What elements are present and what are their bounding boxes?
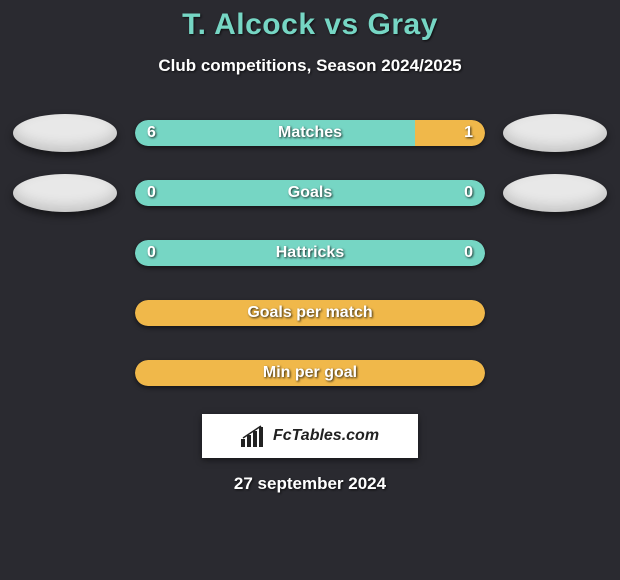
comparison-infographic: T. Alcock vs Gray Club competitions, Sea… — [0, 0, 620, 494]
subtitle: Club competitions, Season 2024/2025 — [0, 56, 620, 76]
stat-bar: Min per goal — [135, 360, 485, 386]
bar-segment-full — [135, 360, 485, 386]
stat-bar: 61Matches — [135, 120, 485, 146]
bar-segment-left — [135, 180, 485, 206]
player-avatar-left — [13, 114, 117, 152]
bar-value-left: 0 — [147, 180, 156, 206]
chart-bars-icon — [241, 425, 267, 447]
player-avatar-right — [503, 174, 607, 212]
player-avatar-left — [13, 174, 117, 212]
page-title: T. Alcock vs Gray — [0, 8, 620, 42]
bar-segment-right — [415, 120, 485, 146]
stat-bar: 00Hattricks — [135, 240, 485, 266]
logo-box: FcTables.com — [202, 414, 418, 458]
avatar-spacer — [13, 354, 117, 392]
avatar-spacer — [503, 234, 607, 272]
player-avatar-right — [503, 114, 607, 152]
stat-row: Min per goal — [0, 354, 620, 392]
stat-bar: 00Goals — [135, 180, 485, 206]
avatar-spacer — [503, 294, 607, 332]
bar-value-right: 0 — [464, 240, 473, 266]
avatar-spacer — [503, 354, 607, 392]
date-label: 27 september 2024 — [0, 474, 620, 494]
bar-value-right: 1 — [464, 120, 473, 146]
stat-rows: 61Matches00Goals00HattricksGoals per mat… — [0, 114, 620, 392]
bar-segment-left — [135, 120, 415, 146]
stat-row: 00Goals — [0, 174, 620, 212]
bar-segment-full — [135, 300, 485, 326]
avatar-spacer — [13, 294, 117, 332]
stat-row: 61Matches — [0, 114, 620, 152]
avatar-spacer — [13, 234, 117, 272]
bar-segment-left — [135, 240, 485, 266]
logo-text: FcTables.com — [273, 427, 379, 445]
stat-bar: Goals per match — [135, 300, 485, 326]
bar-value-right: 0 — [464, 180, 473, 206]
stat-row: 00Hattricks — [0, 234, 620, 272]
bar-value-left: 6 — [147, 120, 156, 146]
bar-value-left: 0 — [147, 240, 156, 266]
stat-row: Goals per match — [0, 294, 620, 332]
